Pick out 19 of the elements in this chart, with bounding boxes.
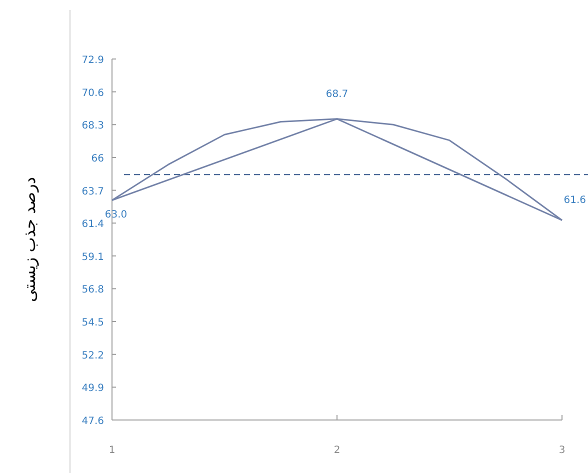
data-label: 68.7 bbox=[326, 88, 348, 100]
y-tick-label: 66 bbox=[91, 153, 104, 164]
y-tick-label: 54.5 bbox=[82, 318, 104, 329]
y-tick-label: 61.4 bbox=[82, 219, 104, 230]
y-tick-label: 63.7 bbox=[82, 186, 104, 198]
data-label: 63.0 bbox=[104, 209, 128, 220]
y-tick-label: 68.3 bbox=[82, 120, 104, 132]
y-tick-label: 56.8 bbox=[82, 284, 104, 296]
y-tick-label: 72.9 bbox=[82, 55, 104, 66]
y-axis-title: درصد جذب زیستی bbox=[20, 177, 39, 302]
x-tick-label: 1 bbox=[108, 445, 116, 456]
y-tick-label: 52.2 bbox=[82, 350, 104, 362]
y-tick-label: 59.1 bbox=[82, 252, 104, 263]
y-tick-label: 70.6 bbox=[82, 88, 104, 99]
x-tick-label: 2 bbox=[334, 445, 340, 456]
x-tick-label: 3 bbox=[558, 445, 566, 456]
y-tick-label: 47.6 bbox=[82, 416, 104, 427]
y-tick-label: 49.9 bbox=[82, 383, 104, 394]
data-label: 61.6 bbox=[564, 195, 586, 206]
